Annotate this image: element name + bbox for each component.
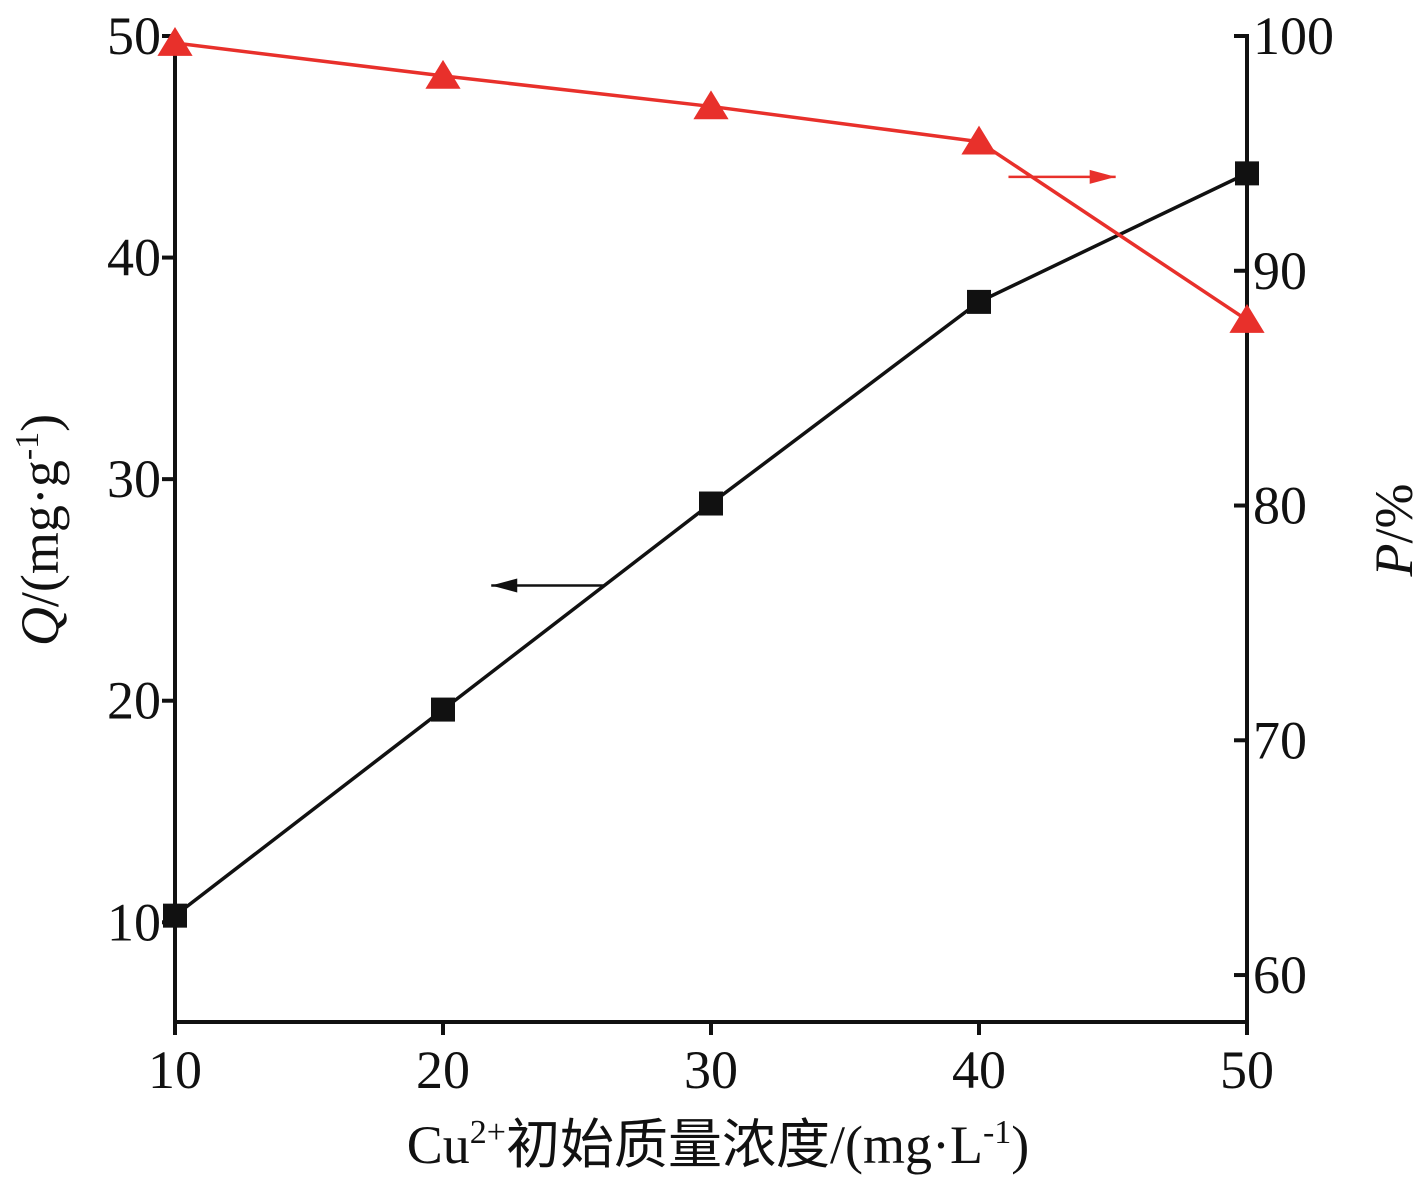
x-tick-label: 30 xyxy=(684,1040,738,1100)
data-point-triangle xyxy=(693,90,729,120)
y-right-tick-label: 90 xyxy=(1253,241,1307,301)
y-left-tick-label: 30 xyxy=(107,449,161,509)
data-point-triangle xyxy=(157,27,193,56)
x-tick-label: 40 xyxy=(952,1040,1006,1100)
y-right-tick-label: 60 xyxy=(1253,945,1307,1005)
series-line-1 xyxy=(173,171,1248,918)
data-point-square xyxy=(1235,161,1259,186)
data-point-triangle xyxy=(961,125,997,155)
x-tick-label: 20 xyxy=(416,1040,470,1100)
y-left-tick-label: 50 xyxy=(107,6,161,66)
x-axis-title: Cu2+初始质量浓度/(mg·L-1) xyxy=(407,1114,1030,1175)
y-right-tick-label: 70 xyxy=(1253,710,1307,770)
annotation-arrow-head xyxy=(1089,169,1116,184)
y-left-tick-label: 40 xyxy=(107,228,161,288)
x-tick-label: 10 xyxy=(148,1040,202,1100)
y-left-tick-label: 20 xyxy=(107,671,161,731)
y-right-tick-label: 80 xyxy=(1253,476,1307,536)
data-point-triangle xyxy=(425,59,461,89)
axes xyxy=(162,34,1249,1035)
data-point-square xyxy=(699,491,723,516)
y-left-axis-title: Q/(mg·g-1) xyxy=(9,414,70,646)
annotation-layer xyxy=(491,169,1116,593)
x-tick-label: 50 xyxy=(1220,1040,1274,1100)
y-right-axis-title: P/% xyxy=(1364,484,1417,578)
series-layer xyxy=(157,27,1265,928)
data-point-triangle xyxy=(1229,304,1265,333)
data-point-square xyxy=(967,289,991,314)
series-line-2 xyxy=(174,41,1248,322)
y-left-tick-label: 10 xyxy=(107,892,161,952)
annotation-arrow-head xyxy=(491,578,518,593)
data-point-square xyxy=(163,903,187,928)
data-point-square xyxy=(431,697,455,722)
label-layer: 10 20 30 40 50 10 20 30 40 50 60 70 80 90 100 xyxy=(107,6,1334,1100)
y-right-tick-label: 100 xyxy=(1253,6,1334,66)
